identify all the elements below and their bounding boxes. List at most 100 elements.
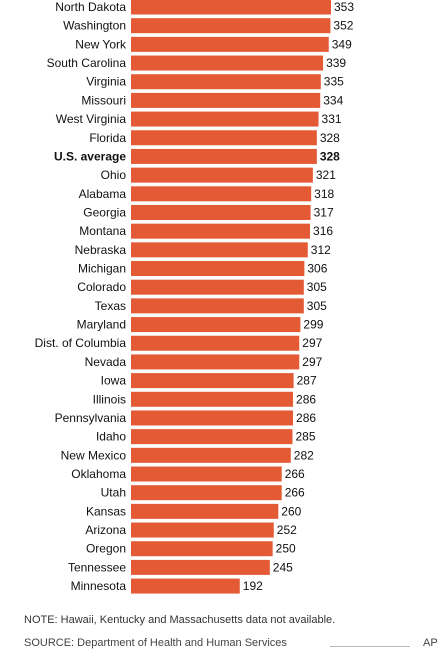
- bar-kansas: [131, 503, 279, 519]
- value-label-tennessee: 245: [273, 560, 293, 574]
- value-label-new-mexico: 282: [294, 448, 314, 462]
- category-label-maryland: Maryland: [77, 318, 126, 332]
- bar-oregon: [131, 541, 273, 557]
- bar-oklahoma: [131, 466, 282, 482]
- category-label-illinois: Illinois: [93, 392, 126, 406]
- bar-nevada: [131, 354, 300, 370]
- value-label-alabama: 318: [314, 187, 334, 201]
- value-label-nevada: 297: [302, 355, 322, 369]
- category-label-north-dakota: North Dakota: [55, 0, 126, 14]
- category-label-florida: Florida: [89, 131, 126, 145]
- bar-new-york: [131, 36, 329, 52]
- value-label-texas: 305: [307, 299, 327, 313]
- category-label-west-virginia: West Virginia: [56, 112, 127, 126]
- value-label-pennsylvania: 286: [296, 411, 316, 425]
- value-label-kansas: 260: [281, 504, 301, 518]
- value-label-montana: 316: [313, 224, 333, 238]
- bar-pennsylvania: [131, 410, 294, 426]
- value-label-ohio: 321: [316, 168, 336, 182]
- category-label-dist-of-columbia: Dist. of Columbia: [35, 336, 127, 350]
- bar-utah: [131, 485, 282, 501]
- bar-new-mexico: [131, 447, 291, 463]
- value-label-iowa: 287: [297, 374, 317, 388]
- value-label-washington: 352: [333, 19, 353, 33]
- source-line: SOURCE: Department of Health and Human S…: [24, 637, 287, 649]
- bar-georgia: [131, 204, 311, 220]
- value-label-north-dakota: 353: [334, 0, 354, 14]
- category-label-kansas: Kansas: [86, 504, 126, 518]
- bar-florida: [131, 130, 317, 146]
- value-label-florida: 328: [320, 131, 340, 145]
- category-label-nevada: Nevada: [85, 355, 127, 369]
- bar-north-dakota: [131, 0, 331, 15]
- category-label-missouri: Missouri: [81, 93, 126, 107]
- category-label-montana: Montana: [79, 224, 126, 238]
- category-label-new-mexico: New Mexico: [61, 448, 127, 462]
- source-divider: [330, 646, 410, 647]
- category-label-minnesota: Minnesota: [71, 579, 127, 593]
- bar-illinois: [131, 391, 294, 407]
- category-label-colorado: Colorado: [77, 280, 126, 294]
- category-label-nebraska: Nebraska: [75, 243, 127, 257]
- bar-south-carolina: [131, 55, 324, 71]
- bar-texas: [131, 298, 304, 314]
- bar-michigan: [131, 261, 305, 277]
- value-label-maryland: 299: [303, 318, 323, 332]
- category-label-alabama: Alabama: [79, 187, 127, 201]
- value-label-georgia: 317: [314, 205, 334, 219]
- bar-iowa: [131, 373, 294, 389]
- category-label-oklahoma: Oklahoma: [71, 467, 126, 481]
- bar-montana: [131, 223, 311, 239]
- category-label-idaho: Idaho: [96, 430, 126, 444]
- category-label-u-s-average: U.S. average: [54, 149, 126, 163]
- category-label-washington: Washington: [63, 19, 126, 33]
- category-label-iowa: Iowa: [101, 374, 127, 388]
- value-label-nebraska: 312: [311, 243, 331, 257]
- bar-ohio: [131, 167, 313, 183]
- value-label-oklahoma: 266: [285, 467, 305, 481]
- category-label-new-york: New York: [75, 37, 127, 51]
- category-label-utah: Utah: [101, 486, 126, 500]
- category-label-tennessee: Tennessee: [68, 560, 126, 574]
- value-label-virginia: 335: [324, 75, 344, 89]
- bar-arizona: [131, 522, 274, 538]
- category-label-oregon: Oregon: [86, 542, 126, 556]
- category-label-georgia: Georgia: [83, 205, 126, 219]
- value-label-michigan: 306: [307, 262, 327, 276]
- bar-idaho: [131, 429, 293, 445]
- value-label-west-virginia: 331: [322, 112, 342, 126]
- category-label-arizona: Arizona: [85, 523, 126, 537]
- value-label-oregon: 250: [276, 542, 296, 556]
- bar-maryland: [131, 317, 301, 333]
- category-label-pennsylvania: Pennsylvania: [55, 411, 127, 425]
- bar-washington: [131, 18, 331, 34]
- value-label-u-s-average: 328: [320, 149, 340, 163]
- bar-nebraska: [131, 242, 308, 258]
- value-label-illinois: 286: [296, 392, 316, 406]
- category-label-texas: Texas: [95, 299, 126, 313]
- bar-alabama: [131, 186, 312, 202]
- category-label-virginia: Virginia: [86, 75, 126, 89]
- bar-missouri: [131, 92, 321, 108]
- bar-minnesota: [131, 578, 240, 594]
- value-label-arizona: 252: [277, 523, 297, 537]
- category-label-south-carolina: South Carolina: [47, 56, 127, 70]
- value-label-utah: 266: [285, 486, 305, 500]
- credit-label: AP: [423, 637, 438, 649]
- value-label-colorado: 305: [307, 280, 327, 294]
- bar-west-virginia: [131, 111, 319, 127]
- bar-u-s-average: [131, 148, 317, 164]
- bar-colorado: [131, 279, 304, 295]
- value-label-south-carolina: 339: [326, 56, 346, 70]
- bar-virginia: [131, 74, 321, 90]
- value-label-idaho: 285: [295, 430, 315, 444]
- bar-tennessee: [131, 559, 270, 575]
- value-label-minnesota: 192: [243, 579, 263, 593]
- bar-chart: North Dakota 353 Washington 352 New York 349 S…: [35, 0, 354, 594]
- category-label-ohio: Ohio: [101, 168, 127, 182]
- bar-dist-of-columbia: [131, 335, 300, 351]
- value-label-new-york: 349: [332, 37, 352, 51]
- category-label-michigan: Michigan: [78, 262, 126, 276]
- value-label-missouri: 334: [323, 93, 343, 107]
- value-label-dist-of-columbia: 297: [302, 336, 322, 350]
